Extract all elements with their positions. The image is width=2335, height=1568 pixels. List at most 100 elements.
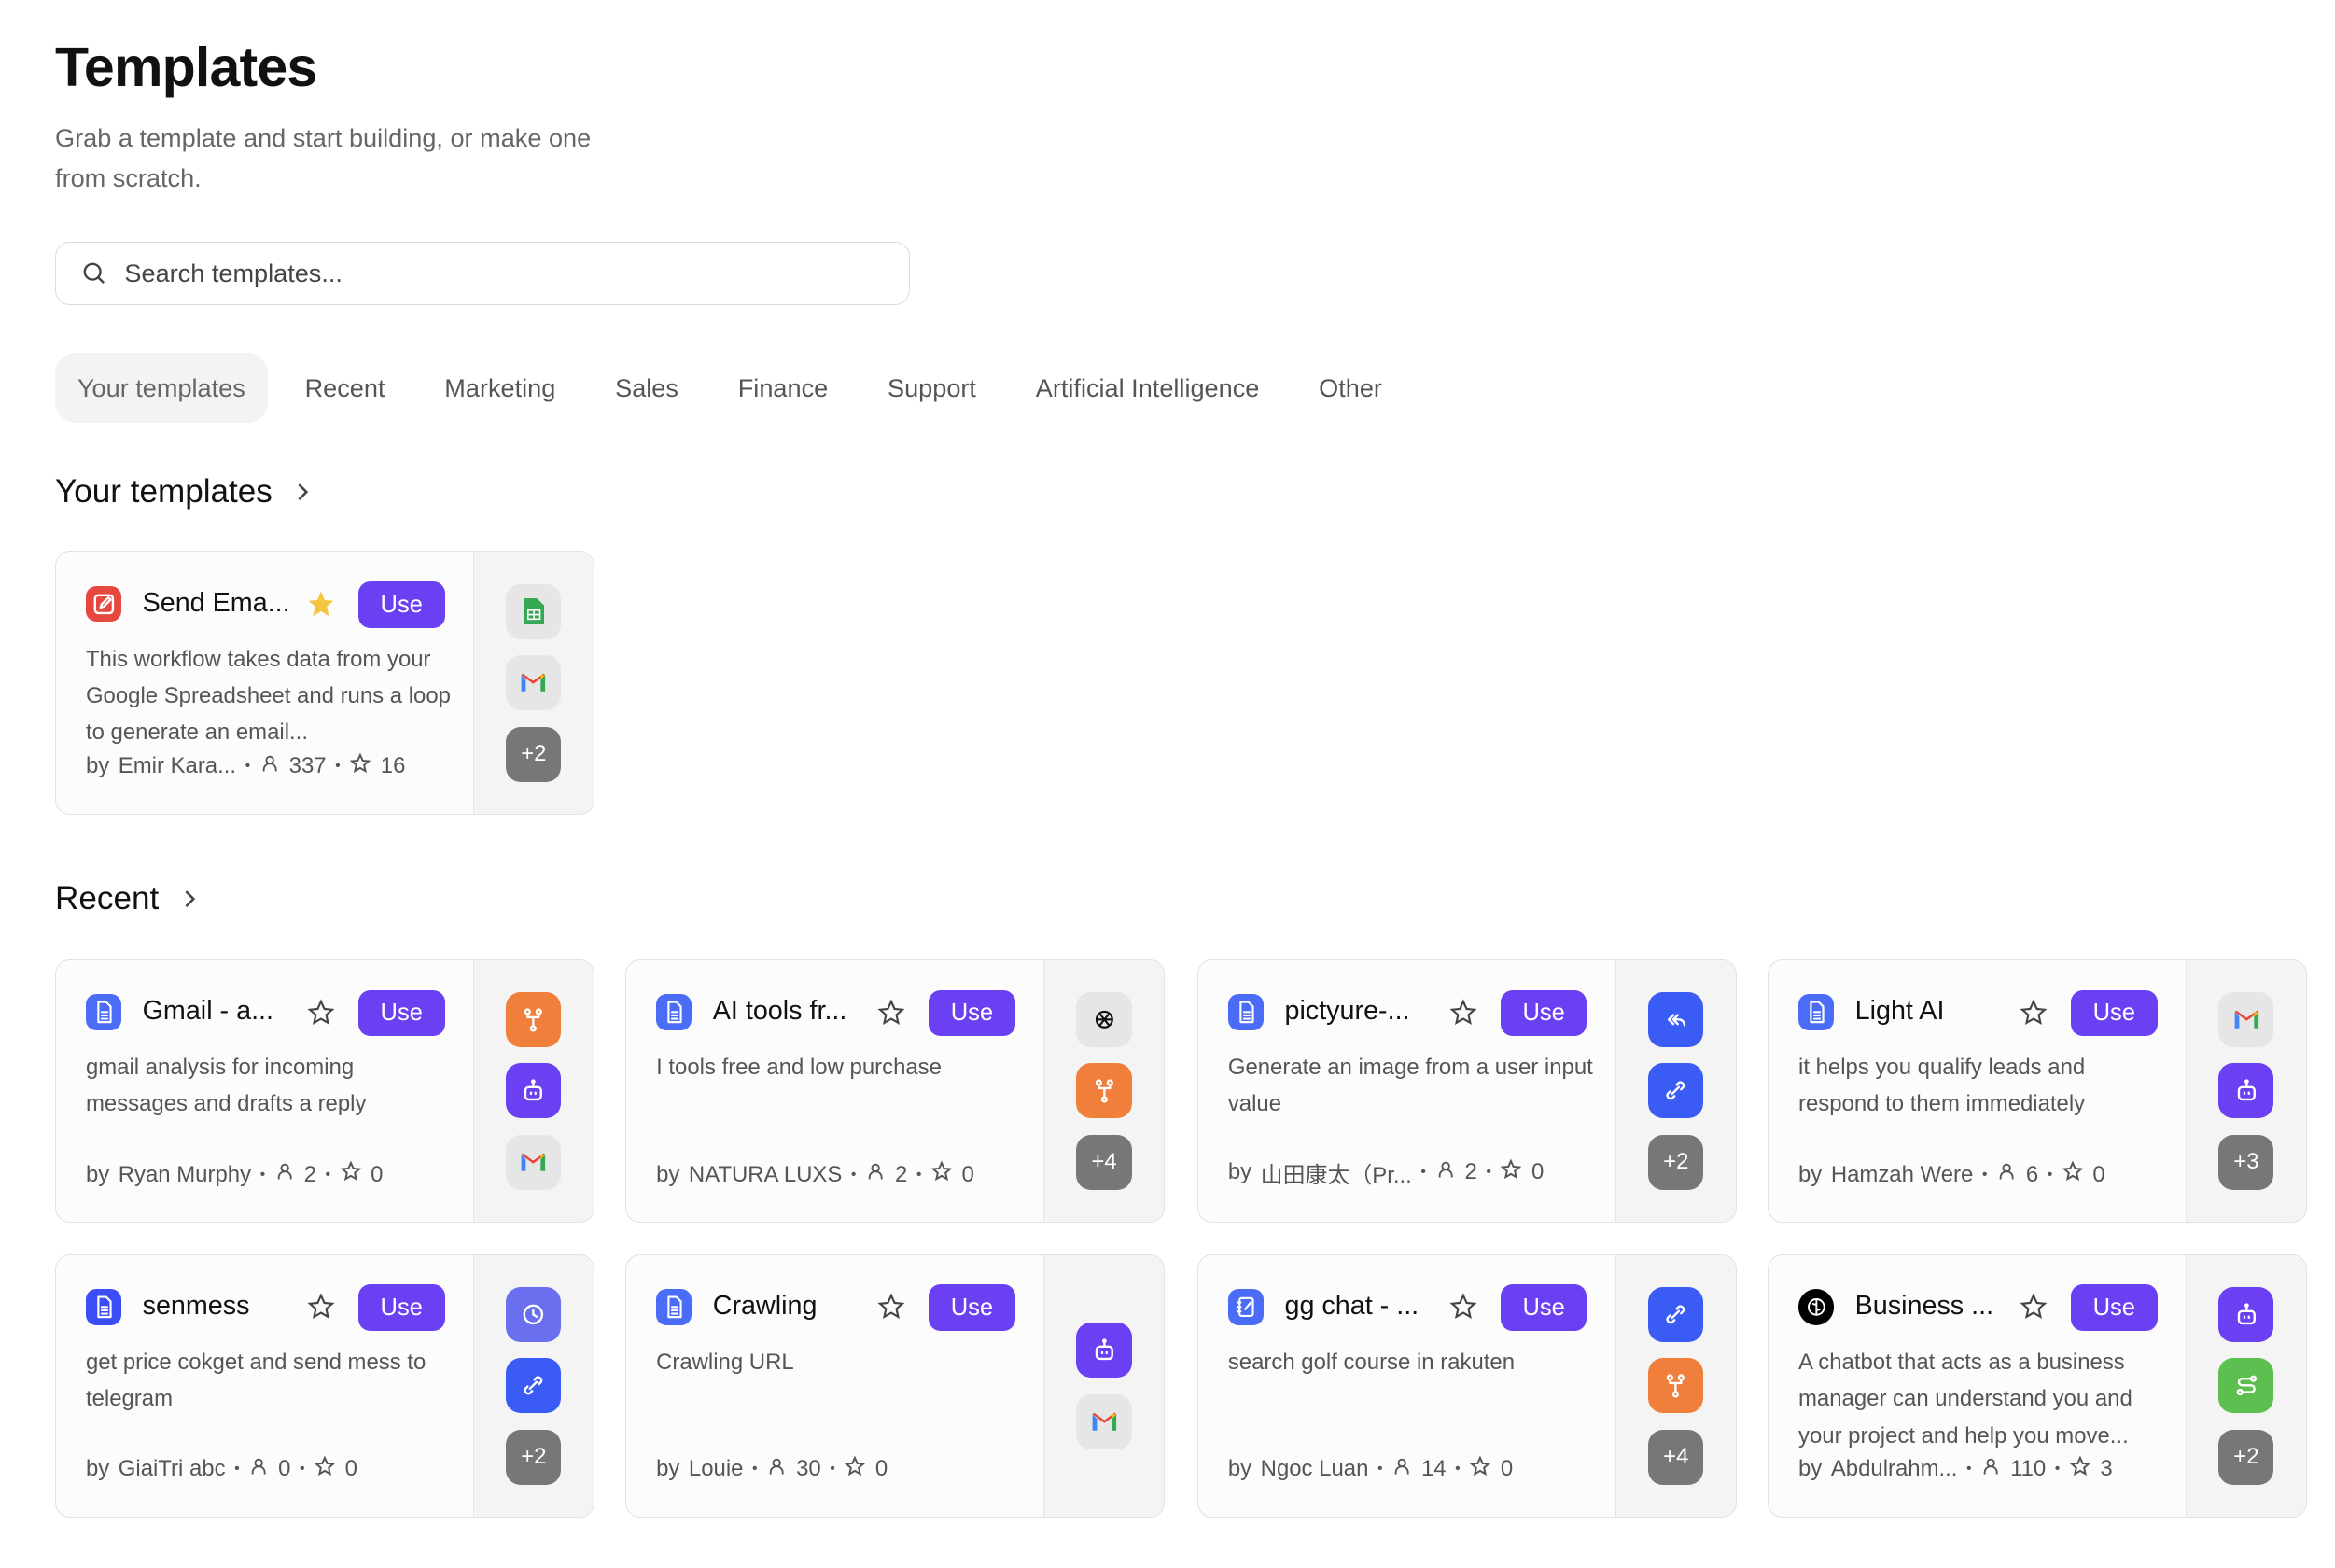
star-icon[interactable] (876, 998, 906, 1034)
template-description: Crawling URL (656, 1350, 794, 1376)
star-icon[interactable] (876, 1292, 906, 1328)
by-label: by (656, 1161, 680, 1187)
star-icon[interactable] (1448, 1292, 1478, 1328)
template-card[interactable]: pictyure-... Use Generate an image from … (1196, 959, 1737, 1224)
star-filled-icon[interactable] (306, 589, 336, 625)
template-description: it helps you qualify leads and respond t… (1798, 1055, 2086, 1117)
tab-other[interactable]: Other (1319, 373, 1382, 403)
star-count: 0 (1531, 1159, 1545, 1185)
more-integrations-badge[interactable]: +2 (1648, 1134, 1704, 1190)
use-button[interactable]: Use (357, 1284, 445, 1331)
user-icon (1435, 1159, 1456, 1186)
user-count: 2 (1464, 1159, 1477, 1185)
user-count: 2 (303, 1161, 316, 1187)
user-icon (865, 1161, 886, 1188)
integrations-panel: +3 (2186, 959, 2306, 1223)
document-icon (656, 994, 692, 1030)
template-title: pictyure-... (1284, 995, 1410, 1026)
more-integrations-badge[interactable]: +4 (1076, 1134, 1132, 1190)
use-button[interactable]: Use (2071, 989, 2158, 1036)
google-sheets-icon (506, 583, 562, 639)
star-count-icon (314, 1455, 336, 1484)
template-description: I tools free and low purchase (656, 1055, 942, 1081)
star-icon[interactable] (2019, 1292, 2048, 1328)
document-icon (85, 994, 122, 1030)
edit-icon (85, 586, 122, 623)
tab-finance[interactable]: Finance (737, 373, 829, 403)
star-icon[interactable] (2019, 998, 2048, 1034)
star-count: 0 (874, 1456, 888, 1482)
section-header-0[interactable]: Your templates (55, 473, 311, 511)
user-count: 30 (796, 1456, 821, 1482)
template-card[interactable]: Send Ema... Use This workflow takes data… (55, 551, 594, 815)
template-card[interactable]: Light AI Use it helps you qualify leads … (1768, 959, 2307, 1224)
template-title: Send Ema... (142, 587, 290, 618)
use-button[interactable]: Use (929, 1284, 1015, 1331)
tab-support[interactable]: Support (888, 373, 976, 403)
star-icon[interactable] (306, 998, 336, 1034)
template-description: gmail analysis for incoming messages and… (85, 1055, 367, 1117)
star-icon[interactable] (306, 1292, 336, 1328)
branch-icon (1648, 1358, 1704, 1414)
tab-recent[interactable]: Recent (304, 373, 385, 403)
template-description: get price cokget and send mess to telegr… (85, 1350, 426, 1412)
template-description: Generate an image from a user input valu… (1227, 1055, 1593, 1117)
robot-icon (506, 1063, 562, 1119)
template-card[interactable]: Business ... Use A chatbot that acts as … (1768, 1253, 2307, 1519)
use-button[interactable]: Use (2071, 1284, 2158, 1331)
search-box[interactable] (55, 241, 910, 306)
template-card[interactable]: senmess Use get price cokget and send me… (55, 1253, 594, 1519)
star-count: 3 (2100, 1456, 2113, 1482)
integrations-panel: +4 (1043, 959, 1164, 1223)
author-name: Emir Kara... (118, 753, 237, 779)
tab-marketing[interactable]: Marketing (444, 373, 556, 403)
search-input[interactable] (121, 257, 843, 290)
use-button[interactable]: Use (929, 989, 1015, 1036)
robot-icon (1076, 1322, 1132, 1379)
section-header-1[interactable]: Recent (55, 880, 198, 917)
document-icon (1798, 994, 1835, 1030)
more-integrations-badge[interactable]: +2 (2218, 1429, 2274, 1485)
by-label: by (85, 753, 110, 779)
tab-your-templates[interactable]: Your templates (55, 353, 268, 424)
more-integrations-badge[interactable]: +2 (506, 726, 562, 782)
template-meta: by 山田康太（Pr... • 2 • 0 (1228, 1156, 1544, 1189)
template-card[interactable]: Gmail - a... Use gmail analysis for inco… (55, 959, 594, 1224)
star-count: 16 (380, 753, 406, 779)
use-button[interactable]: Use (1500, 989, 1587, 1036)
by-label: by (1227, 1159, 1252, 1185)
template-meta: by GiaiTri abc • 0 • 0 (86, 1455, 357, 1484)
user-icon (1980, 1456, 2001, 1483)
user-count: 6 (2025, 1161, 2039, 1187)
user-count: 2 (894, 1161, 908, 1187)
author-name: Ryan Murphy (118, 1161, 252, 1187)
template-meta: by NATURA LUXS • 2 • 0 (656, 1160, 974, 1189)
chevron-right-icon (298, 483, 309, 501)
template-meta: by Ngoc Luan • 14 • 0 (1228, 1455, 1513, 1484)
branch-icon (1076, 1063, 1132, 1119)
use-button[interactable]: Use (357, 581, 445, 628)
use-button[interactable]: Use (1500, 1284, 1587, 1331)
by-label: by (1227, 1456, 1252, 1482)
tab-artificial-intelligence[interactable]: Artificial Intelligence (1035, 373, 1260, 403)
user-count: 337 (288, 753, 327, 779)
template-card[interactable]: gg chat - ... Use search golf course in … (1196, 1253, 1737, 1519)
use-button[interactable]: Use (357, 989, 445, 1036)
by-label: by (1798, 1456, 1823, 1482)
template-card[interactable]: Crawling Use Crawling URL by Louie • 30 … (625, 1253, 1165, 1519)
more-integrations-badge[interactable]: +3 (2218, 1134, 2274, 1190)
author-name: GiaiTri abc (118, 1456, 226, 1482)
notebook-icon (1227, 1289, 1265, 1325)
star-icon[interactable] (1448, 998, 1478, 1034)
more-integrations-badge[interactable]: +2 (506, 1429, 562, 1485)
author-name: Louie (688, 1456, 744, 1482)
robot-icon (2218, 1286, 2274, 1342)
template-title: Crawling (712, 1290, 818, 1321)
star-count-icon (1500, 1158, 1522, 1187)
category-tabs: Your templates Recent Marketing Sales Financ… (55, 353, 1419, 424)
tab-sales[interactable]: Sales (615, 373, 678, 403)
more-integrations-badge[interactable]: +4 (1648, 1429, 1704, 1485)
gmail-icon (2218, 991, 2274, 1047)
template-card[interactable]: AI tools fr... Use I tools free and low … (625, 959, 1165, 1224)
star-count-icon (844, 1455, 866, 1484)
